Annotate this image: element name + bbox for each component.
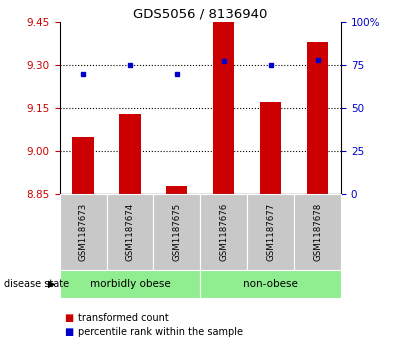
Bar (213, 20, 234, 194)
Bar (260, 102, 281, 194)
Title: GDS5056 / 8136940: GDS5056 / 8136940 (133, 8, 268, 21)
Text: disease state: disease state (4, 279, 69, 289)
Text: GSM1187674: GSM1187674 (125, 203, 134, 261)
Text: ■: ■ (64, 313, 73, 323)
Text: percentile rank within the sample: percentile rank within the sample (78, 327, 243, 337)
Text: GSM1187673: GSM1187673 (79, 203, 88, 261)
Bar (307, 42, 328, 194)
Text: GSM1187677: GSM1187677 (266, 203, 275, 261)
Text: non-obese: non-obese (243, 279, 298, 289)
Text: ■: ■ (64, 327, 73, 337)
Bar (72, 137, 94, 194)
Text: ▶: ▶ (48, 279, 55, 289)
Text: GSM1187675: GSM1187675 (172, 203, 181, 261)
Bar (166, 185, 187, 194)
Text: GSM1187678: GSM1187678 (313, 203, 322, 261)
Text: GSM1187676: GSM1187676 (219, 203, 229, 261)
Text: transformed count: transformed count (78, 313, 169, 323)
Text: morbidly obese: morbidly obese (90, 279, 170, 289)
Bar (120, 114, 141, 194)
